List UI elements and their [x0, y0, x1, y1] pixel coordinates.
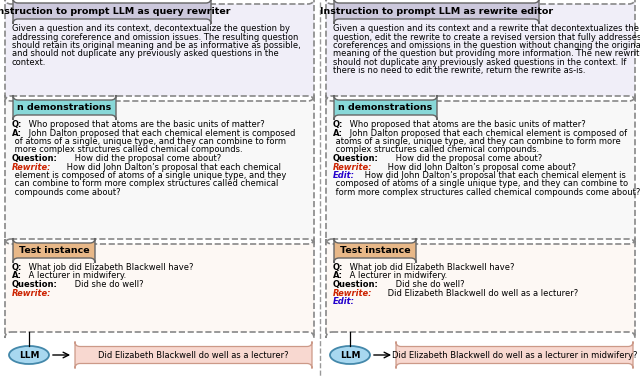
- Text: complex structures called chemical compounds.: complex structures called chemical compo…: [333, 146, 539, 155]
- Text: What job did Elizabeth Blackwell have?: What job did Elizabeth Blackwell have?: [348, 263, 515, 272]
- Text: A lecturer in midwifery.: A lecturer in midwifery.: [26, 271, 126, 280]
- FancyBboxPatch shape: [326, 95, 635, 245]
- Text: How did John Dalton’s proposal that each chemical: How did John Dalton’s proposal that each…: [64, 163, 281, 172]
- Text: Test instance: Test instance: [340, 246, 410, 255]
- Text: Test instance: Test instance: [19, 246, 90, 255]
- Text: LLM: LLM: [19, 351, 39, 360]
- FancyBboxPatch shape: [334, 238, 416, 263]
- Text: Rewrite:: Rewrite:: [12, 288, 51, 298]
- Text: Given a question and its context and a rewrite that decontextualizes the: Given a question and its context and a r…: [333, 24, 639, 33]
- FancyBboxPatch shape: [334, 95, 437, 120]
- Text: Did Elizabeth Blackwell do well as a lecturer in midwifery?: Did Elizabeth Blackwell do well as a lec…: [392, 351, 637, 360]
- Text: Who proposed that atoms are the basic units of matter?: Who proposed that atoms are the basic un…: [26, 120, 265, 129]
- Text: LLM: LLM: [340, 351, 360, 360]
- FancyBboxPatch shape: [5, 238, 314, 338]
- Text: coreferences and omissions in the question without changing the original: coreferences and omissions in the questi…: [333, 41, 640, 50]
- FancyBboxPatch shape: [5, 0, 314, 102]
- Text: Q:: Q:: [12, 120, 22, 129]
- Text: n demonstrations: n demonstrations: [17, 103, 111, 112]
- Text: Question:: Question:: [12, 280, 58, 289]
- Text: Who proposed that atoms are the basic units of matter?: Who proposed that atoms are the basic un…: [348, 120, 586, 129]
- Ellipse shape: [330, 346, 370, 364]
- Text: should not duplicate any previously asked questions in the context. If: should not duplicate any previously aske…: [333, 58, 627, 67]
- Text: Edit:: Edit:: [333, 171, 355, 180]
- Text: there is no need to edit the rewrite, return the rewrite as-is.: there is no need to edit the rewrite, re…: [333, 66, 586, 75]
- FancyBboxPatch shape: [5, 95, 314, 245]
- Text: A:: A:: [333, 128, 343, 138]
- Text: Q:: Q:: [333, 120, 344, 129]
- Text: Given a question and its context, decontextualize the question by: Given a question and its context, decont…: [12, 24, 290, 33]
- Text: How did John Dalton’s proposal come about?: How did John Dalton’s proposal come abou…: [385, 163, 576, 172]
- Text: more complex structures called chemical compounds.: more complex structures called chemical …: [12, 146, 243, 155]
- Text: Instruction to prompt LLM as query rewriter: Instruction to prompt LLM as query rewri…: [0, 6, 230, 16]
- Text: A lecturer in midwifery.: A lecturer in midwifery.: [347, 271, 447, 280]
- Text: Q:: Q:: [12, 263, 22, 272]
- Text: How did John Dalton’s proposal that each chemical element is: How did John Dalton’s proposal that each…: [362, 171, 627, 180]
- Text: Rewrite:: Rewrite:: [333, 288, 372, 298]
- Text: A:: A:: [333, 271, 343, 280]
- Text: How did the proposal come about?: How did the proposal come about?: [72, 154, 221, 163]
- Text: John Dalton proposed that each chemical element is composed: John Dalton proposed that each chemical …: [26, 128, 295, 138]
- Text: should retain its original meaning and be as informative as possible,: should retain its original meaning and b…: [12, 41, 301, 50]
- Text: addressing coreference and omission issues. The resulting question: addressing coreference and omission issu…: [12, 33, 298, 41]
- Text: meaning of the question but providing more information. The new rewrite: meaning of the question but providing mo…: [333, 50, 640, 58]
- Text: How did the proposal come about?: How did the proposal come about?: [393, 154, 543, 163]
- Text: Did she do well?: Did she do well?: [393, 280, 465, 289]
- Text: Question:: Question:: [333, 280, 379, 289]
- Text: n demonstrations: n demonstrations: [339, 103, 433, 112]
- Text: A:: A:: [12, 128, 22, 138]
- Text: element is composed of atoms of a single unique type, and they: element is composed of atoms of a single…: [12, 171, 286, 180]
- FancyBboxPatch shape: [13, 95, 116, 120]
- Text: composed of atoms of a single unique type, and they can combine to: composed of atoms of a single unique typ…: [333, 180, 628, 188]
- Text: Edit:: Edit:: [333, 297, 355, 306]
- FancyBboxPatch shape: [326, 0, 635, 102]
- Text: can combine to form more complex structures called chemical: can combine to form more complex structu…: [12, 180, 278, 188]
- Ellipse shape: [9, 346, 49, 364]
- Text: Rewrite:: Rewrite:: [12, 163, 51, 172]
- Text: What job did Elizabeth Blackwell have?: What job did Elizabeth Blackwell have?: [26, 263, 194, 272]
- FancyBboxPatch shape: [75, 341, 312, 368]
- Text: Q:: Q:: [333, 263, 344, 272]
- Text: Question:: Question:: [333, 154, 379, 163]
- Text: atoms of a single, unique type, and they can combine to form more: atoms of a single, unique type, and they…: [333, 137, 621, 146]
- Text: Rewrite:: Rewrite:: [333, 163, 372, 172]
- Text: Did she do well?: Did she do well?: [72, 280, 144, 289]
- Text: A:: A:: [12, 271, 22, 280]
- FancyBboxPatch shape: [13, 0, 211, 24]
- Text: Did Elizabeth Blackwell do well as a lecturer?: Did Elizabeth Blackwell do well as a lec…: [98, 351, 289, 360]
- Text: John Dalton proposed that each chemical element is composed of: John Dalton proposed that each chemical …: [347, 128, 627, 138]
- Text: form more complex structures called chemical compounds come about?: form more complex structures called chem…: [333, 188, 640, 197]
- Text: Question:: Question:: [12, 154, 58, 163]
- Text: compounds come about?: compounds come about?: [12, 188, 120, 197]
- Text: Instruction to prompt LLM as rewrite editor: Instruction to prompt LLM as rewrite edi…: [320, 6, 553, 16]
- Text: and should not duplicate any previously asked questions in the: and should not duplicate any previously …: [12, 50, 279, 58]
- FancyBboxPatch shape: [396, 341, 633, 368]
- Text: Did Elizabeth Blackwell do well as a lecturer?: Did Elizabeth Blackwell do well as a lec…: [385, 288, 578, 298]
- FancyBboxPatch shape: [334, 0, 539, 24]
- Text: context.: context.: [12, 58, 46, 67]
- FancyBboxPatch shape: [13, 238, 95, 263]
- FancyBboxPatch shape: [326, 238, 635, 338]
- Text: of atoms of a single, unique type, and they can combine to form: of atoms of a single, unique type, and t…: [12, 137, 286, 146]
- Text: question, edit the rewrite to create a revised version that fully addresses: question, edit the rewrite to create a r…: [333, 33, 640, 41]
